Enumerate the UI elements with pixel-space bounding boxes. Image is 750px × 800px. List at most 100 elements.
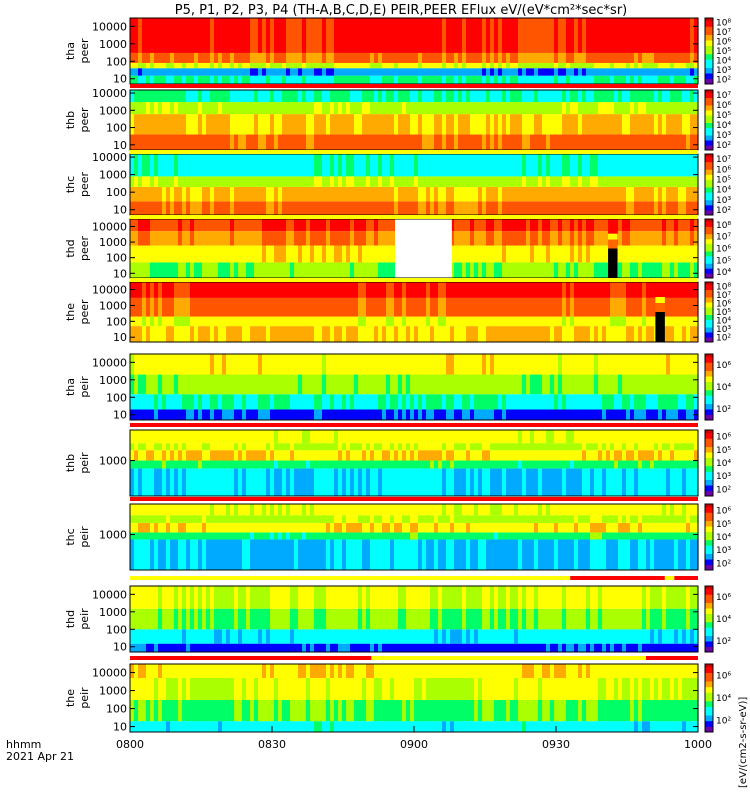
spectrogram-cell [494, 219, 499, 232]
spectrogram-cell [142, 374, 147, 395]
spectrogram-cell [194, 154, 199, 177]
spectrogram-cell [562, 460, 567, 469]
spectrogram-cell [274, 539, 279, 570]
spectrogram-cell [482, 282, 487, 298]
spectrogram-cell [638, 394, 643, 410]
spectrogram-cell [174, 460, 179, 469]
spectrogram-cell [374, 532, 379, 540]
spectrogram-cell [350, 245, 355, 263]
spectrogram-cell [370, 374, 375, 395]
y-tick-label: 10 [113, 409, 127, 422]
spectrogram-cell [694, 186, 699, 202]
spectrogram-cell [298, 231, 303, 246]
spectrogram-cell [178, 62, 183, 69]
spectrogram-cell [274, 394, 279, 410]
spectrogram-cell [146, 443, 151, 451]
spectrogram-cell [382, 468, 387, 496]
colorbar-swatch [705, 92, 713, 96]
spectrogram-cell [626, 409, 631, 420]
spectrogram-cell [354, 443, 359, 451]
spectrogram-cell [694, 134, 699, 150]
spectrogram-cell [338, 219, 343, 232]
spectrogram-cell [410, 394, 415, 410]
spectrogram-cell [346, 539, 351, 570]
spectrogram-cell [434, 114, 439, 135]
spectrogram-cell [610, 154, 615, 177]
spectrogram-cell [634, 52, 639, 63]
spectrogram-cell [322, 262, 327, 278]
spectrogram-cell [586, 450, 591, 461]
spectrogram-cell [458, 52, 463, 63]
spectrogram-cell [146, 532, 151, 540]
spectrogram-cell [470, 282, 475, 298]
spectrogram-cell [642, 134, 647, 150]
spectrogram-cell [602, 75, 607, 84]
spectrogram-cell [506, 326, 511, 342]
spectrogram-cell [542, 297, 547, 317]
spectrogram-cell [146, 539, 151, 570]
spectrogram-cell [342, 504, 347, 516]
spectrogram-cell [682, 430, 687, 444]
spectrogram-cell [306, 154, 311, 177]
spectrogram-cell [370, 262, 375, 278]
spectrogram-cell [650, 18, 655, 53]
spectrogram-cell [178, 409, 183, 420]
spectrogram-cell [206, 90, 211, 103]
spectrogram-cell [478, 282, 483, 298]
spectrogram-cell [194, 316, 199, 327]
spectrogram-cell [206, 68, 211, 76]
spectrogram-cell [166, 409, 171, 420]
spectrogram-cell [450, 443, 455, 451]
colorbar-swatch [705, 202, 713, 206]
spectrogram-cell [482, 90, 487, 103]
spectrogram-cell [374, 245, 379, 263]
spectrogram-cell [278, 443, 283, 451]
colorbar-swatch [705, 156, 713, 160]
spectrogram-cell [154, 468, 159, 496]
spectrogram-cell [250, 394, 255, 410]
spectrogram-cell [222, 374, 227, 395]
spectrogram-cell [154, 245, 159, 263]
spectrogram-cell [182, 282, 187, 298]
spectrogram-cell [682, 394, 687, 410]
spectrogram-cell [474, 460, 479, 469]
spectrogram-cell [694, 62, 699, 69]
spectrogram-cell [530, 468, 535, 496]
spectrogram-cell [186, 201, 191, 215]
spectrogram-cell [278, 316, 283, 327]
colorbar-swatch [705, 166, 713, 170]
spectrogram-cell [394, 154, 399, 177]
spectrogram-cell [586, 219, 591, 232]
spectrogram-cell [550, 186, 555, 202]
colorbar-swatch [705, 255, 713, 259]
spectrogram-cell [442, 504, 447, 516]
spectrogram-cell [594, 450, 599, 461]
spectrogram-cell [266, 176, 271, 187]
spectrogram-cell [258, 62, 263, 69]
spectrogram-cell [318, 504, 323, 516]
spectrogram-cell [590, 450, 595, 461]
spectrogram-cell [690, 62, 695, 69]
spectrogram-cell [470, 62, 475, 69]
spectrogram-cell [626, 297, 631, 317]
spectrogram-cell [446, 430, 451, 444]
spectrogram-cell [130, 176, 135, 187]
spectrogram-cell [438, 297, 443, 317]
spectrogram-cell [134, 443, 139, 451]
spectrogram-cell [454, 176, 459, 187]
spectrogram-cell [598, 297, 603, 317]
spectrogram-cell [314, 504, 319, 516]
colorbar-swatch [705, 411, 713, 415]
spectrogram-cell [462, 62, 467, 69]
spectrogram-cell [150, 68, 155, 76]
spectrogram-cell [318, 176, 323, 187]
spectrogram-cell [450, 52, 455, 63]
spectrogram-cell [390, 374, 395, 395]
spectrogram-cell [150, 134, 155, 150]
spectrogram-cell [254, 522, 259, 533]
spectrogram-cell [242, 282, 247, 298]
y-tick-label: 10 [113, 139, 127, 152]
spectrogram-cell [410, 460, 415, 469]
spectrogram-cell [622, 450, 627, 461]
spectrogram-cell [662, 75, 667, 84]
